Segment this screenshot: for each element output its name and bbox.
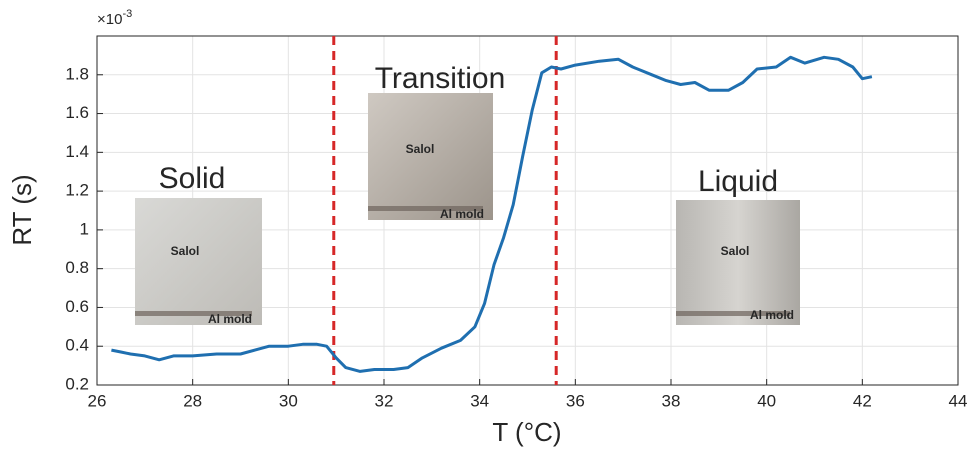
inset-label: Salol xyxy=(721,244,750,258)
x-tick-label: 38 xyxy=(662,391,681,410)
x-tick-label: 26 xyxy=(88,391,107,410)
data-line xyxy=(111,55,873,373)
x-tick-label: 34 xyxy=(470,391,489,410)
y-tick-label: 1 xyxy=(80,219,89,238)
x-tick-label: 42 xyxy=(853,391,872,410)
y-tick-label: 0.2 xyxy=(65,374,89,393)
phase-label: Transition xyxy=(375,62,506,95)
axes-frame xyxy=(96,35,959,386)
multiplier-base: ×10 xyxy=(97,11,122,28)
multiplier-exponent: -3 xyxy=(122,8,132,20)
mold-edge xyxy=(676,311,790,316)
x-tick-label: 28 xyxy=(183,391,202,410)
inset-photo xyxy=(135,198,262,325)
y-tick-label: 0.4 xyxy=(65,336,89,355)
mold-edge xyxy=(368,206,483,211)
inset-photo xyxy=(368,93,493,220)
x-axis-label: T (°C) xyxy=(492,417,561,447)
y-tick-label: 0.8 xyxy=(65,258,89,277)
y-tick-label: 0.6 xyxy=(65,297,89,316)
y-tick-label: 1.6 xyxy=(65,103,89,122)
inset-photo xyxy=(676,200,800,325)
y-tick-label: 1.2 xyxy=(65,181,89,200)
y-multiplier: ×10-3 xyxy=(97,8,132,28)
inset-label: Al mold xyxy=(750,308,794,322)
plot xyxy=(111,36,873,385)
mold-edge xyxy=(135,311,252,316)
y-axis-label: RT (s) xyxy=(7,174,37,245)
phase-label: Liquid xyxy=(698,165,778,198)
inset-label: Salol xyxy=(406,142,435,156)
x-tick-label: 30 xyxy=(279,391,298,410)
x-tick-label: 36 xyxy=(566,391,585,410)
phase-label: Solid xyxy=(159,162,226,195)
y-tick-label: 1.8 xyxy=(65,64,89,83)
x-tick-label: 40 xyxy=(757,391,776,410)
x-tick-label: 32 xyxy=(375,391,394,410)
x-tick-label: 44 xyxy=(949,391,968,410)
insets: Salol Al mold Solid Salol Al mold Transition S… xyxy=(135,62,800,326)
inset-label: Salol xyxy=(171,244,200,258)
inset-label: Al mold xyxy=(208,312,252,326)
inset-label: Al mold xyxy=(440,207,484,221)
y-tick-label: 1.4 xyxy=(65,142,89,161)
